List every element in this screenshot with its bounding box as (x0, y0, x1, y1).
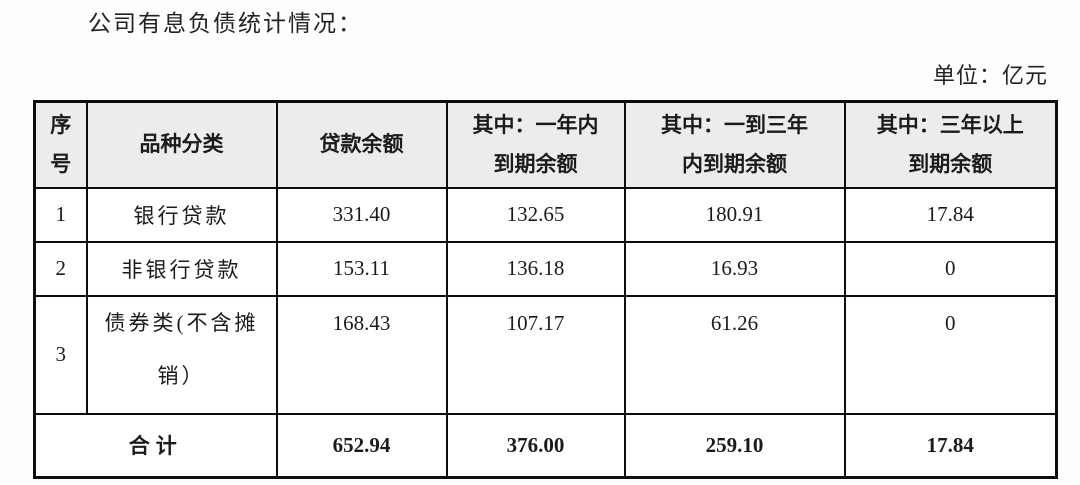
cell-loan-balance: 168.43 (275, 294, 448, 415)
cell-due-over-3y: 0 (843, 240, 1058, 297)
table-row: 2 非银行贷款 153.11 136.18 16.93 0 (33, 240, 1058, 297)
cell-total-loan-balance: 652.94 (275, 412, 448, 479)
cell-total-due-1-to-3y: 259.10 (623, 412, 846, 479)
cell-due-1-to-3y: 16.93 (623, 240, 846, 297)
page-title: 公司有息负债统计情况： (88, 11, 363, 36)
col-header-due-1-to-3y: 其中：一到三年 内到期余额 (623, 100, 846, 189)
cell-category: 债券类(不含摊 销） (85, 294, 278, 415)
table-row: 1 银行贷款 331.40 132.65 180.91 17.84 (33, 186, 1058, 243)
cell-seq-no: 1 (33, 186, 88, 243)
cell-due-within-1y: 132.65 (445, 186, 626, 243)
cell-category: 银行贷款 (85, 186, 278, 243)
cell-total-due-within-1y: 376.00 (445, 412, 626, 479)
interest-bearing-debt-table: 序 号 品种分类 贷款余额 其中：一年内 到期余额 其中：一到三年 内到期余额 … (33, 100, 1058, 479)
cell-due-1-to-3y: 61.26 (623, 294, 846, 415)
col-header-seq-no: 序 号 (33, 100, 88, 189)
cell-loan-balance: 331.40 (275, 186, 448, 243)
table-header-row: 序 号 品种分类 贷款余额 其中：一年内 到期余额 其中：一到三年 内到期余额 … (33, 100, 1058, 189)
cell-due-within-1y: 107.17 (445, 294, 626, 415)
col-header-category: 品种分类 (85, 100, 278, 189)
col-header-due-over-3y: 其中：三年以上 到期余额 (843, 100, 1058, 189)
table-total-row: 合计 652.94 376.00 259.10 17.84 (33, 412, 1058, 479)
cell-due-1-to-3y: 180.91 (623, 186, 846, 243)
cell-total-due-over-3y: 17.84 (843, 412, 1058, 479)
cell-loan-balance: 153.11 (275, 240, 448, 297)
col-header-loan-balance: 贷款余额 (275, 100, 448, 189)
cell-total-label: 合计 (33, 412, 278, 479)
cell-category: 非银行贷款 (85, 240, 278, 297)
cell-seq-no: 2 (33, 240, 88, 297)
cell-seq-no: 3 (33, 294, 88, 415)
col-header-due-within-1y: 其中：一年内 到期余额 (445, 100, 626, 189)
table-row: 3 债券类(不含摊 销） 168.43 107.17 61.26 0 (33, 294, 1058, 415)
cell-due-over-3y: 0 (843, 294, 1058, 415)
cell-due-over-3y: 17.84 (843, 186, 1058, 243)
cell-due-within-1y: 136.18 (445, 240, 626, 297)
unit-label: 单位：亿元 (932, 63, 1048, 88)
